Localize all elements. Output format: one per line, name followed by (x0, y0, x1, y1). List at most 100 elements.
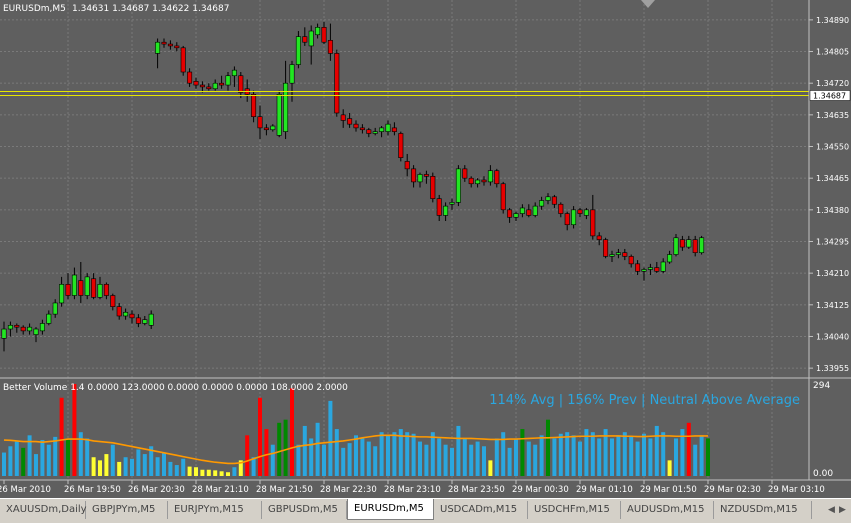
candle[interactable] (494, 168, 500, 188)
candle[interactable] (635, 260, 641, 276)
candle[interactable] (39, 319, 45, 335)
candle[interactable] (212, 79, 218, 91)
candle[interactable] (353, 120, 359, 132)
candle[interactable] (91, 273, 97, 300)
candle[interactable] (622, 248, 628, 261)
chart-tab[interactable]: USDCADm,M15 (434, 501, 528, 519)
candle[interactable] (411, 165, 417, 188)
chart-tab[interactable]: EURJPYm,M15 (168, 501, 262, 519)
candle[interactable] (391, 122, 397, 136)
chart-tab[interactable]: USDCHFm,M15 (528, 501, 621, 519)
candle[interactable] (148, 310, 154, 330)
tab-scroll-left-icon[interactable]: ◀ (828, 505, 835, 515)
chart-tab[interactable]: EURUSDm,M5 (347, 499, 434, 520)
candle[interactable] (487, 165, 493, 186)
candle[interactable] (571, 206, 577, 229)
candle[interactable] (443, 202, 449, 222)
candle[interactable] (379, 126, 385, 138)
candle[interactable] (225, 72, 231, 91)
candle[interactable] (123, 308, 129, 320)
candle[interactable] (679, 235, 685, 251)
chart-tab[interactable]: GBPJPYm,M5 (86, 501, 168, 519)
candle[interactable] (417, 172, 423, 188)
candle[interactable] (372, 127, 378, 136)
candle[interactable] (641, 267, 647, 281)
candle[interactable] (596, 232, 602, 246)
candle[interactable] (155, 38, 161, 69)
candle[interactable] (116, 302, 122, 320)
candle[interactable] (187, 68, 193, 87)
candle[interactable] (1, 321, 7, 352)
candle[interactable] (699, 235, 705, 255)
candle[interactable] (283, 60, 289, 140)
candle[interactable] (647, 263, 653, 276)
candle[interactable] (526, 204, 532, 218)
candle[interactable] (78, 261, 84, 303)
candle[interactable] (507, 207, 513, 223)
candle[interactable] (449, 198, 455, 210)
chart-shift-marker-icon[interactable] (641, 0, 655, 8)
candle[interactable] (340, 109, 346, 128)
candle[interactable] (167, 40, 173, 50)
candle[interactable] (193, 77, 199, 89)
candle[interactable] (334, 49, 340, 117)
candle[interactable] (135, 314, 141, 328)
candle[interactable] (558, 202, 564, 218)
candle[interactable] (71, 267, 77, 300)
candle[interactable] (174, 42, 180, 52)
candle[interactable] (321, 21, 327, 45)
candle[interactable] (686, 235, 692, 249)
candle[interactable] (404, 153, 410, 177)
candle[interactable] (475, 178, 481, 188)
candle[interactable] (52, 299, 58, 318)
candle[interactable] (84, 273, 90, 300)
candle[interactable] (564, 211, 570, 231)
candle[interactable] (276, 90, 282, 138)
candle[interactable] (327, 23, 333, 61)
candle[interactable] (46, 310, 52, 326)
candle[interactable] (20, 325, 26, 335)
candle[interactable] (513, 211, 519, 222)
candle[interactable] (667, 250, 673, 264)
candle[interactable] (603, 237, 609, 259)
chart-tab[interactable]: GBPUSDm,M5 (262, 501, 347, 519)
candle[interactable] (654, 261, 660, 274)
candle[interactable] (103, 282, 109, 300)
candle[interactable] (97, 276, 103, 300)
candle[interactable] (27, 323, 33, 335)
candle[interactable] (532, 202, 538, 218)
chart-tab[interactable]: AUDUSDm,M15 (621, 501, 714, 519)
candle[interactable] (199, 81, 205, 93)
chart-area[interactable]: 1.34890 1.34805 1.34720 1.34635 1.34550 1.344… (0, 0, 851, 498)
candle[interactable] (206, 83, 212, 91)
candle[interactable] (302, 27, 308, 46)
candle[interactable] (295, 31, 301, 69)
chart-tab[interactable]: XAUUSDm,Daily (0, 501, 87, 519)
candle[interactable] (385, 120, 391, 136)
candle[interactable] (500, 181, 506, 214)
candle[interactable] (308, 25, 314, 65)
candle[interactable] (257, 105, 263, 140)
candle[interactable] (577, 207, 583, 218)
candle[interactable] (110, 293, 116, 311)
candle[interactable] (692, 235, 698, 257)
candle[interactable] (660, 258, 666, 274)
candle[interactable] (129, 310, 135, 324)
candlestick-series[interactable] (1, 21, 705, 352)
candle[interactable] (263, 124, 269, 136)
candle[interactable] (270, 124, 276, 132)
candle[interactable] (315, 23, 321, 39)
candle[interactable] (539, 196, 545, 210)
candle[interactable] (347, 112, 353, 128)
candle[interactable] (609, 250, 615, 262)
candle[interactable] (65, 273, 71, 300)
candle[interactable] (590, 194, 596, 240)
candle[interactable] (14, 323, 20, 333)
candle[interactable] (366, 127, 372, 138)
tab-scroll-right-icon[interactable]: ▶ (839, 505, 846, 515)
candle[interactable] (615, 248, 621, 259)
candle[interactable] (219, 75, 225, 89)
candle[interactable] (430, 172, 436, 203)
candle[interactable] (673, 234, 679, 257)
candle[interactable] (238, 72, 244, 99)
